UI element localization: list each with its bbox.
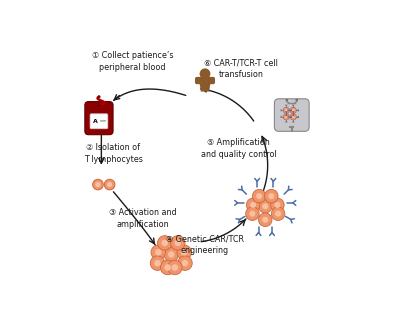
Circle shape <box>177 245 192 259</box>
FancyBboxPatch shape <box>195 77 215 84</box>
Circle shape <box>256 193 262 199</box>
Circle shape <box>290 107 296 114</box>
Polygon shape <box>197 80 213 91</box>
Circle shape <box>285 109 288 112</box>
Circle shape <box>275 211 281 217</box>
Circle shape <box>250 202 256 208</box>
FancyBboxPatch shape <box>274 99 309 131</box>
Circle shape <box>274 202 280 208</box>
Circle shape <box>286 99 288 101</box>
Circle shape <box>168 260 182 275</box>
Circle shape <box>258 199 272 213</box>
Text: ⑥ CAR-T/TCR-T cell
transfusion: ⑥ CAR-T/TCR-T cell transfusion <box>204 58 278 80</box>
Text: ⑤ Amplification
and quality control: ⑤ Amplification and quality control <box>201 138 277 159</box>
Text: ③ Activation and
amplification: ③ Activation and amplification <box>108 208 176 229</box>
Circle shape <box>181 249 188 255</box>
FancyBboxPatch shape <box>85 102 113 135</box>
Circle shape <box>162 240 168 246</box>
Text: ② Isolation of
T lymphocytes: ② Isolation of T lymphocytes <box>84 143 143 164</box>
Text: ① Collect patience’s
peripheral blood: ① Collect patience’s peripheral blood <box>92 51 174 72</box>
Circle shape <box>283 107 290 114</box>
Circle shape <box>296 99 298 101</box>
Circle shape <box>200 69 210 79</box>
Circle shape <box>174 240 181 246</box>
FancyBboxPatch shape <box>90 114 108 129</box>
Circle shape <box>285 115 288 118</box>
Circle shape <box>246 198 260 212</box>
Circle shape <box>292 109 295 112</box>
Circle shape <box>107 182 112 187</box>
Circle shape <box>172 264 178 271</box>
Circle shape <box>154 260 161 266</box>
Circle shape <box>151 245 166 259</box>
Polygon shape <box>204 77 206 80</box>
Circle shape <box>262 217 268 223</box>
Circle shape <box>262 203 268 209</box>
Circle shape <box>268 193 274 199</box>
Text: A: A <box>94 119 98 124</box>
Circle shape <box>292 115 295 118</box>
Circle shape <box>164 247 178 262</box>
Circle shape <box>249 211 256 217</box>
Circle shape <box>252 189 266 203</box>
Circle shape <box>182 260 188 266</box>
Circle shape <box>264 189 278 203</box>
Circle shape <box>93 179 103 190</box>
Circle shape <box>95 182 100 187</box>
Circle shape <box>178 256 192 270</box>
Circle shape <box>271 207 285 220</box>
Circle shape <box>258 213 272 227</box>
Circle shape <box>164 264 171 271</box>
Circle shape <box>160 260 175 275</box>
Circle shape <box>168 251 174 258</box>
Circle shape <box>150 256 165 270</box>
Circle shape <box>98 96 100 98</box>
Circle shape <box>246 207 259 220</box>
Circle shape <box>271 198 284 212</box>
Text: ④ Genetic CAR/TCR
engineering: ④ Genetic CAR/TCR engineering <box>166 234 244 255</box>
Circle shape <box>158 236 172 250</box>
Circle shape <box>283 114 290 120</box>
Circle shape <box>290 114 296 120</box>
Circle shape <box>104 179 115 190</box>
Circle shape <box>155 249 162 255</box>
Circle shape <box>170 236 185 250</box>
